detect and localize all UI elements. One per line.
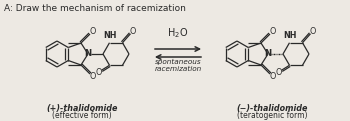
Text: (−)-thalidomide: (−)-thalidomide [236,104,308,113]
Text: O: O [269,72,276,81]
Text: (effective form): (effective form) [52,111,112,120]
Text: O: O [310,27,316,36]
Text: (teratogenic form): (teratogenic form) [237,111,307,120]
Text: O: O [89,27,96,36]
Text: NH: NH [103,31,116,40]
Text: A: Draw the mechanism of racemization: A: Draw the mechanism of racemization [4,4,186,13]
Text: (+)-thalidomide: (+)-thalidomide [46,104,118,113]
Text: spontaneous
racemization: spontaneous racemization [154,59,202,72]
Text: H$_2$O: H$_2$O [167,26,189,40]
Text: NH: NH [283,31,296,40]
Text: N: N [265,49,272,58]
Text: O: O [269,27,276,36]
Text: O: O [130,27,136,36]
Text: O: O [89,72,96,81]
Text: N: N [84,49,92,58]
Text: O: O [96,68,102,77]
Text: O: O [276,68,282,77]
